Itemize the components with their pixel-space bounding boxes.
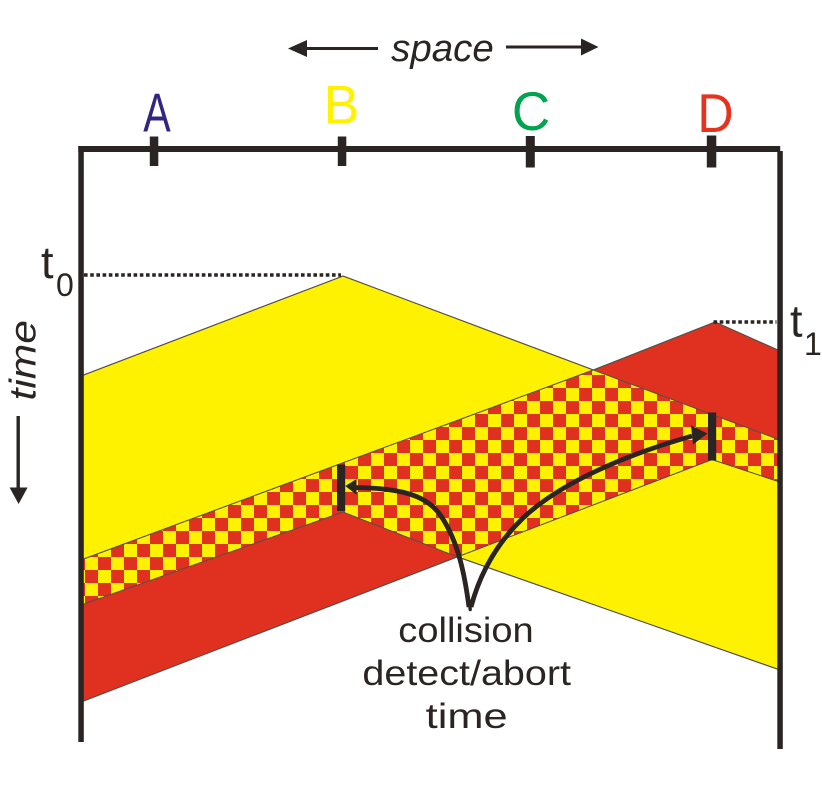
svg-text:0: 0 <box>56 267 74 303</box>
svg-text:A: A <box>143 82 171 144</box>
svg-text:t: t <box>790 295 803 346</box>
svg-text:time: time <box>426 697 508 736</box>
svg-text:time: time <box>3 320 44 401</box>
svg-text:D: D <box>697 82 733 144</box>
svg-text:B: B <box>324 74 360 136</box>
svg-text:space: space <box>391 28 494 70</box>
svg-text:detect/abort: detect/abort <box>362 654 571 693</box>
svg-text:t: t <box>41 237 54 288</box>
svg-text:collision: collision <box>398 611 533 650</box>
svg-text:C: C <box>512 80 550 142</box>
svg-text:1: 1 <box>804 326 822 362</box>
